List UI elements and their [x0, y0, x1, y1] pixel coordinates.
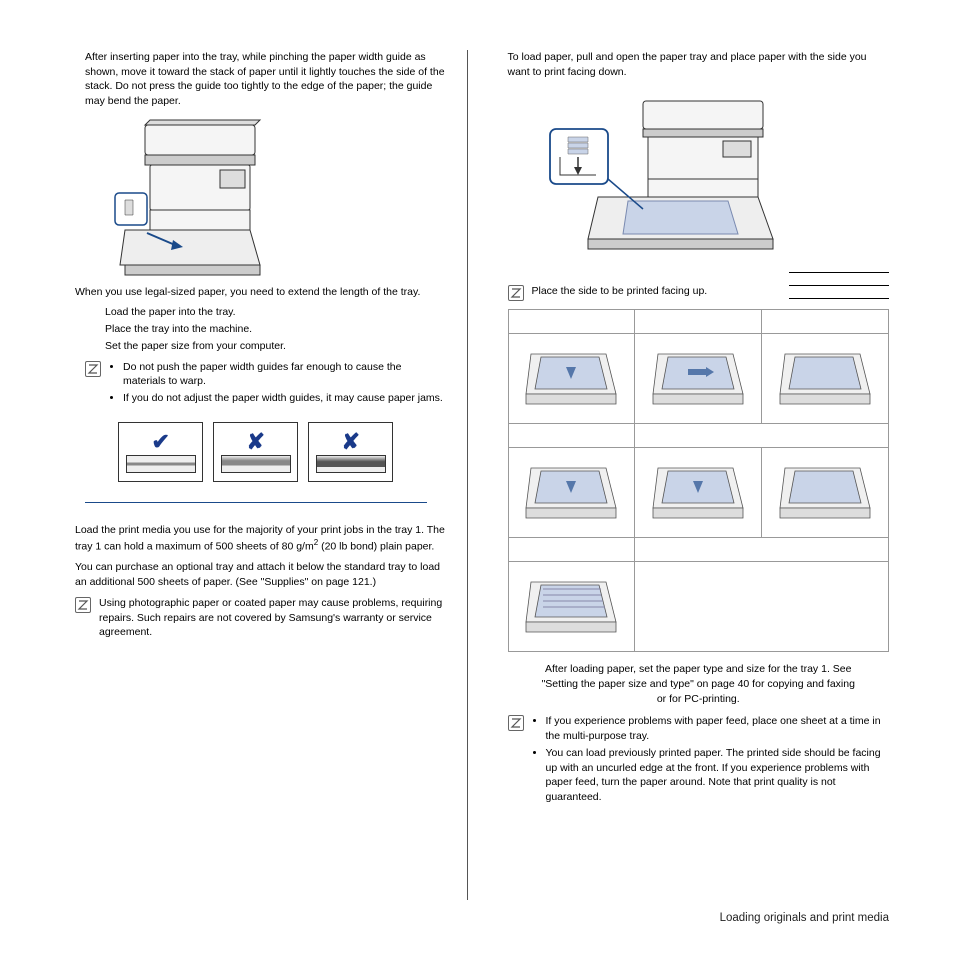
paragraph-optional-tray: You can purchase an optional tray and at…	[65, 560, 447, 589]
step-item: Load the paper into the tray.	[105, 305, 447, 320]
paragraph-after-loading: After loading paper, set the paper type …	[508, 662, 890, 706]
left-column: After inserting paper into the tray, whi…	[65, 50, 468, 900]
note-guide-warnings: Do not push the paper width guides far e…	[65, 360, 447, 408]
correct-incorrect-diagrams: ✔ ✘ ✘	[65, 422, 447, 482]
note-icon	[75, 597, 91, 613]
tray-cell	[508, 334, 635, 424]
tray-cell	[762, 334, 889, 424]
section-divider	[85, 502, 427, 503]
page-footer: Loading originals and print media	[720, 910, 889, 926]
tray-cell	[762, 448, 889, 538]
tray-cell	[508, 562, 635, 652]
note-photo-paper: Using photographic paper or coated paper…	[65, 596, 447, 640]
note-icon	[508, 715, 524, 731]
paragraph-guide-instruction: After inserting paper into the tray, whi…	[65, 50, 447, 109]
step-item: Set the paper size from your computer.	[105, 339, 447, 354]
printer-illustration-load	[528, 89, 788, 274]
diagram-incorrect-2: ✘	[308, 422, 393, 482]
steps-list: Load the paper into the tray. Place the …	[65, 305, 447, 353]
right-column: To load paper, pull and open the paper t…	[498, 50, 890, 900]
paragraph-tray1-capacity: Load the print media you use for the maj…	[65, 523, 447, 555]
note-icon	[85, 361, 101, 377]
note-text: Using photographic paper or coated paper…	[99, 596, 447, 640]
printer-illustration-guide	[95, 115, 295, 285]
note-item: You can load previously printed paper. T…	[546, 746, 890, 805]
paragraph-load-paper: To load paper, pull and open the paper t…	[508, 50, 890, 79]
tray-cell	[635, 448, 762, 538]
diagram-incorrect-1: ✘	[213, 422, 298, 482]
diagram-correct: ✔	[118, 422, 203, 482]
side-rule-lines	[789, 260, 889, 311]
paragraph-legal-paper: When you use legal-sized paper, you need…	[65, 285, 447, 300]
note-item: Do not push the paper width guides far e…	[123, 360, 447, 389]
note-icon	[508, 285, 524, 301]
note-feed-problems: If you experience problems with paper fe…	[508, 714, 890, 806]
tray-cell	[508, 448, 635, 538]
orientation-table	[508, 309, 890, 652]
text-segment: (20 lb bond) plain paper.	[318, 541, 434, 553]
step-item: Place the tray into the machine.	[105, 322, 447, 337]
check-icon: ✔	[152, 431, 170, 453]
note-item: If you experience problems with paper fe…	[546, 714, 890, 743]
x-icon: ✘	[342, 431, 360, 453]
note-item: If you do not adjust the paper width gui…	[123, 391, 447, 406]
x-icon: ✘	[247, 431, 265, 453]
tray-cell	[635, 334, 762, 424]
